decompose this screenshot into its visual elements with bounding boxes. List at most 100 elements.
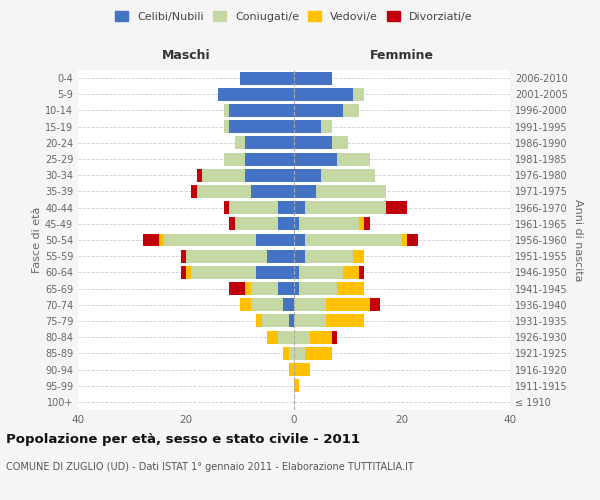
Bar	[294, 136, 332, 149]
Bar	[337, 152, 370, 166]
Bar	[256, 266, 294, 279]
Bar	[294, 104, 343, 117]
Bar	[294, 234, 305, 246]
Bar	[316, 185, 386, 198]
Bar	[294, 266, 299, 279]
Bar	[240, 72, 294, 85]
Bar	[278, 330, 294, 344]
Bar	[407, 234, 418, 246]
Bar	[294, 72, 332, 85]
Bar	[202, 169, 245, 181]
Bar	[359, 266, 364, 279]
Bar	[353, 88, 364, 101]
Bar	[267, 330, 278, 344]
Bar	[245, 136, 294, 149]
Bar	[181, 266, 186, 279]
Bar	[267, 250, 294, 262]
Bar	[278, 201, 294, 214]
Bar	[364, 218, 370, 230]
Bar	[191, 185, 197, 198]
Bar	[305, 250, 353, 262]
Bar	[186, 266, 191, 279]
Bar	[197, 185, 251, 198]
Bar	[294, 363, 310, 376]
Bar	[305, 234, 402, 246]
Bar	[321, 120, 332, 133]
Bar	[353, 250, 364, 262]
Bar	[224, 120, 229, 133]
Bar	[229, 218, 235, 230]
Bar	[294, 347, 305, 360]
Bar	[294, 379, 299, 392]
Bar	[359, 218, 364, 230]
Bar	[251, 298, 283, 311]
Bar	[332, 330, 337, 344]
Bar	[256, 234, 294, 246]
Bar	[294, 282, 299, 295]
Bar	[240, 298, 251, 311]
Bar	[256, 314, 262, 328]
Bar	[343, 266, 359, 279]
Bar	[294, 201, 305, 214]
Bar	[299, 282, 337, 295]
Bar	[229, 104, 294, 117]
Bar	[294, 169, 321, 181]
Bar	[289, 363, 294, 376]
Bar	[294, 120, 321, 133]
Bar	[235, 136, 245, 149]
Bar	[229, 282, 245, 295]
Bar	[235, 218, 278, 230]
Bar	[245, 169, 294, 181]
Legend: Celibi/Nubili, Coniugati/e, Vedovi/e, Divorziati/e: Celibi/Nubili, Coniugati/e, Vedovi/e, Di…	[112, 8, 476, 25]
Bar	[164, 234, 256, 246]
Bar	[294, 88, 353, 101]
Bar	[299, 266, 343, 279]
Bar	[229, 201, 278, 214]
Text: Maschi: Maschi	[161, 50, 211, 62]
Bar	[245, 282, 251, 295]
Bar	[402, 234, 407, 246]
Bar	[251, 282, 278, 295]
Bar	[181, 250, 186, 262]
Bar	[305, 201, 386, 214]
Bar	[332, 136, 348, 149]
Bar	[326, 314, 364, 328]
Bar	[370, 298, 380, 311]
Bar	[224, 104, 229, 117]
Bar	[218, 88, 294, 101]
Bar	[289, 347, 294, 360]
Bar	[326, 298, 370, 311]
Bar	[294, 314, 326, 328]
Bar	[224, 152, 245, 166]
Bar	[294, 218, 299, 230]
Bar	[278, 218, 294, 230]
Bar	[186, 250, 267, 262]
Bar	[278, 282, 294, 295]
Bar	[386, 201, 407, 214]
Bar	[321, 169, 375, 181]
Bar	[310, 330, 332, 344]
Bar	[159, 234, 164, 246]
Text: COMUNE DI ZUGLIO (UD) - Dati ISTAT 1° gennaio 2011 - Elaborazione TUTTITALIA.IT: COMUNE DI ZUGLIO (UD) - Dati ISTAT 1° ge…	[6, 462, 414, 472]
Text: Popolazione per età, sesso e stato civile - 2011: Popolazione per età, sesso e stato civil…	[6, 432, 360, 446]
Bar	[299, 218, 359, 230]
Bar	[143, 234, 159, 246]
Bar	[245, 152, 294, 166]
Bar	[251, 185, 294, 198]
Bar	[229, 120, 294, 133]
Bar	[289, 314, 294, 328]
Bar	[191, 266, 256, 279]
Bar	[294, 298, 326, 311]
Text: Femmine: Femmine	[370, 50, 434, 62]
Bar	[343, 104, 359, 117]
Bar	[283, 347, 289, 360]
Bar	[294, 152, 337, 166]
Bar	[294, 185, 316, 198]
Y-axis label: Fasce di età: Fasce di età	[32, 207, 42, 273]
Bar	[294, 250, 305, 262]
Bar	[294, 330, 310, 344]
Bar	[197, 169, 202, 181]
Bar	[337, 282, 364, 295]
Bar	[305, 347, 332, 360]
Bar	[283, 298, 294, 311]
